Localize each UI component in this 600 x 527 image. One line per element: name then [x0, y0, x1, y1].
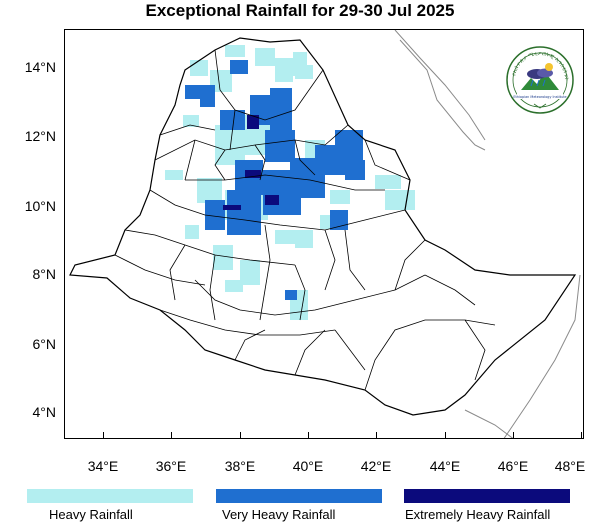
lon-tick [513, 432, 514, 439]
lat-label-4n: 4°N [32, 404, 57, 420]
legend-label-heavy: Heavy Rainfall [49, 507, 133, 522]
lat-label-10n: 10°N [24, 198, 56, 214]
lon-tick [445, 432, 446, 439]
lon-label-38e: 38°E [224, 458, 256, 474]
lon-label-34e: 34°E [87, 458, 119, 474]
lon-label-48e: 48°E [554, 458, 586, 474]
map-title: Exceptional Rainfall for 29-30 Jul 2025 [145, 1, 455, 20]
lon-label-42e: 42°E [360, 458, 392, 474]
lon-label-36e: 36°E [155, 458, 187, 474]
ethiopia-rainfall-map [69, 30, 581, 438]
lat-label-12n: 12°N [24, 128, 56, 144]
lon-tick [103, 432, 104, 439]
logo-caption: Ethiopian Meteorology Institute [513, 95, 566, 99]
neighbor-border-kenya [464, 409, 514, 438]
legend-swatch-heavy [27, 489, 193, 503]
lon-tick [171, 432, 172, 439]
lon-label-44e: 44°E [429, 458, 461, 474]
lon-label-46e: 46°E [497, 458, 529, 474]
neighbor-border-gulf [399, 39, 486, 151]
lon-tick [308, 432, 309, 439]
lon-tick [581, 432, 582, 439]
lat-label-6n: 6°N [32, 336, 57, 352]
very-heavy-rainfall-cells [185, 60, 365, 300]
regional-boundaries [114, 49, 496, 391]
lon-label-40e: 40°E [292, 458, 324, 474]
lon-tick [376, 432, 377, 439]
cloud-rain-mountain-icon: የኢትዮጵያ ሚቲዎሮሎጂ ኢንስቲትዩት Ethiopian Meteorol… [506, 46, 574, 114]
legend-swatch-extreme [404, 489, 570, 503]
neighbor-border-eritrea [394, 30, 486, 141]
neighbor-border-somalia [503, 274, 581, 438]
legend-label-extreme: Extremely Heavy Rainfall [405, 507, 551, 522]
legend-label-very-heavy: Very Heavy Rainfall [222, 507, 336, 522]
institute-logo: የኢትዮጵያ ሚቲዎሮሎጂ ኢንስቲትዩት Ethiopian Meteorol… [501, 44, 579, 122]
extreme-rainfall-cells [223, 115, 279, 210]
lon-tick [240, 432, 241, 439]
legend-swatch-very-heavy [216, 489, 382, 503]
map-panel [64, 29, 584, 439]
lat-label-14n: 14°N [24, 59, 56, 75]
lat-label-8n: 8°N [32, 266, 57, 282]
